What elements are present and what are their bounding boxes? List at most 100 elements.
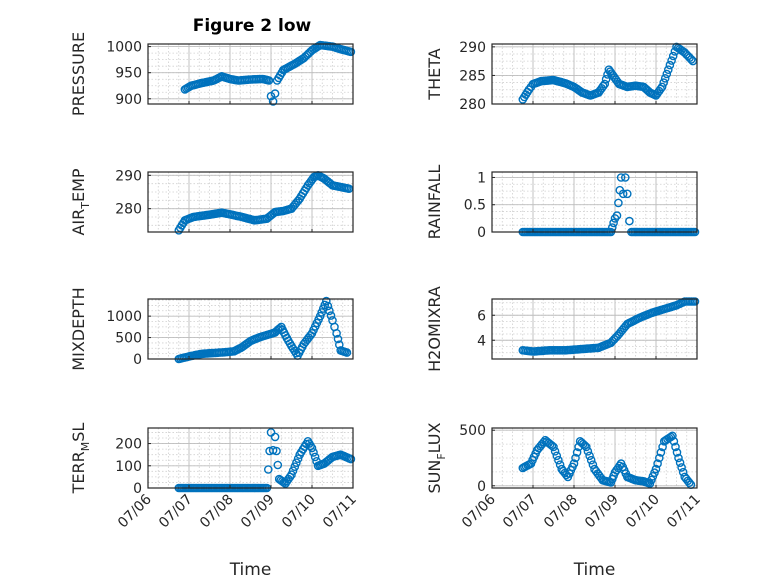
data-point — [674, 453, 683, 463]
data-point — [571, 453, 580, 463]
y-tick-label: 290 — [115, 168, 142, 184]
data-point — [290, 462, 300, 472]
data-point — [309, 448, 318, 457]
y-tick-label: 200 — [115, 437, 142, 453]
y-tick-label: 6 — [477, 308, 486, 324]
y-axis-label-main: SUN — [425, 460, 444, 494]
data-point — [659, 78, 669, 87]
data-point — [287, 470, 296, 480]
subplot-sun_flux: 0 500 SUNFLUX 07/06 07/07 07/08 07/09 07/10 07/1… — [425, 422, 704, 580]
data-point — [623, 189, 632, 199]
y-axis-label-rest: SL — [69, 423, 88, 442]
axes-box — [147, 427, 354, 489]
data-point — [600, 79, 610, 89]
y-axis-label-rest: LUX — [425, 422, 444, 453]
data-point — [616, 173, 626, 182]
data-point — [272, 446, 281, 456]
subplot-terr_msl: 0 100 200 TERRMSL 07/06 07/07 07/08 07/09 07/10 0… — [69, 423, 360, 580]
axes-box — [147, 43, 354, 105]
data-point — [677, 463, 686, 472]
data-point — [586, 455, 596, 465]
data-point — [325, 306, 334, 316]
data-point — [569, 459, 579, 468]
data-point — [582, 442, 591, 452]
data-point — [658, 442, 667, 452]
data-point — [326, 311, 336, 320]
data-point — [672, 448, 682, 457]
data-point — [346, 454, 356, 464]
data-point — [614, 198, 623, 208]
axes-box — [491, 171, 698, 233]
data-point — [660, 74, 670, 83]
y-tick-label: 285 — [459, 68, 486, 84]
x-tick-label: 07/11 — [320, 492, 360, 532]
y-axis-label-subscript: M — [79, 442, 92, 452]
data-point — [598, 81, 608, 91]
data-point — [656, 448, 666, 457]
data-point — [675, 458, 685, 468]
data-point — [342, 348, 352, 357]
y-axis-label: TERRMSL — [69, 423, 92, 495]
data-point — [609, 218, 618, 228]
data-point — [572, 448, 582, 457]
y-axis-label-subscript: F — [435, 453, 448, 459]
data-point — [307, 443, 317, 453]
data-point — [332, 328, 341, 338]
data-point — [618, 189, 628, 199]
data-point — [321, 296, 331, 306]
y-tick-label: 100 — [115, 459, 142, 475]
data-point — [292, 458, 301, 468]
data-point — [554, 455, 563, 465]
data-point — [667, 56, 676, 65]
data-point — [293, 454, 303, 464]
y-tick-label: 280 — [115, 202, 142, 218]
data-point — [657, 82, 667, 92]
axes-box — [147, 171, 354, 233]
data-point — [651, 464, 661, 474]
data-point — [601, 74, 611, 84]
axes-box — [491, 427, 698, 489]
y-axis-label-subscript: T — [79, 202, 92, 210]
data-point — [653, 459, 662, 468]
data-point — [346, 47, 356, 57]
x-tick-label: 07/10 — [623, 492, 663, 532]
y-tick-label: 0 — [477, 225, 486, 241]
data-point — [549, 442, 558, 452]
y-tick-label: 280 — [459, 97, 486, 113]
x-axis-label: Time — [573, 560, 616, 580]
y-tick-label: 1000 — [106, 40, 142, 56]
y-axis-label: RAINFALL — [425, 165, 444, 240]
data-point — [612, 211, 622, 220]
y-axis-label: PRESSURE — [69, 32, 88, 116]
subplot-air_temp: 280 290 AIRTEMP — [69, 168, 354, 236]
data-point — [270, 432, 280, 442]
subplot-mixdepth: 0 500 1000 MIXDEPTH — [69, 287, 354, 371]
data-point — [687, 55, 696, 64]
y-axis-label-rest: EMP — [69, 168, 88, 202]
y-tick-label: 0 — [133, 352, 142, 368]
data-point — [668, 51, 678, 61]
data-point — [310, 452, 320, 462]
y-tick-label: 950 — [115, 66, 142, 82]
x-tick-label: 07/07 — [500, 492, 540, 532]
y-axis-label: SUNFLUX — [425, 422, 448, 493]
x-tick-label: 07/08 — [541, 492, 581, 532]
data-point — [333, 334, 343, 344]
data-point — [550, 446, 560, 456]
subplot-rainfall: 0 0.5 1 RAINFALL — [425, 165, 700, 241]
y-tick-label: 0 — [477, 479, 486, 495]
axes-box — [147, 298, 354, 360]
y-tick-label: 0 — [133, 481, 142, 497]
y-tick-label: 4 — [477, 333, 486, 349]
data-point — [588, 460, 598, 470]
data-point — [273, 460, 283, 470]
x-tick-label: 07/11 — [664, 492, 704, 532]
x-tick-label: 07/06 — [459, 491, 499, 531]
data-point — [583, 446, 593, 456]
data-point — [552, 451, 562, 461]
data-point — [690, 297, 700, 306]
y-tick-label: 290 — [459, 40, 486, 56]
data-point — [608, 223, 617, 232]
y-tick-label: 500 — [115, 331, 142, 347]
